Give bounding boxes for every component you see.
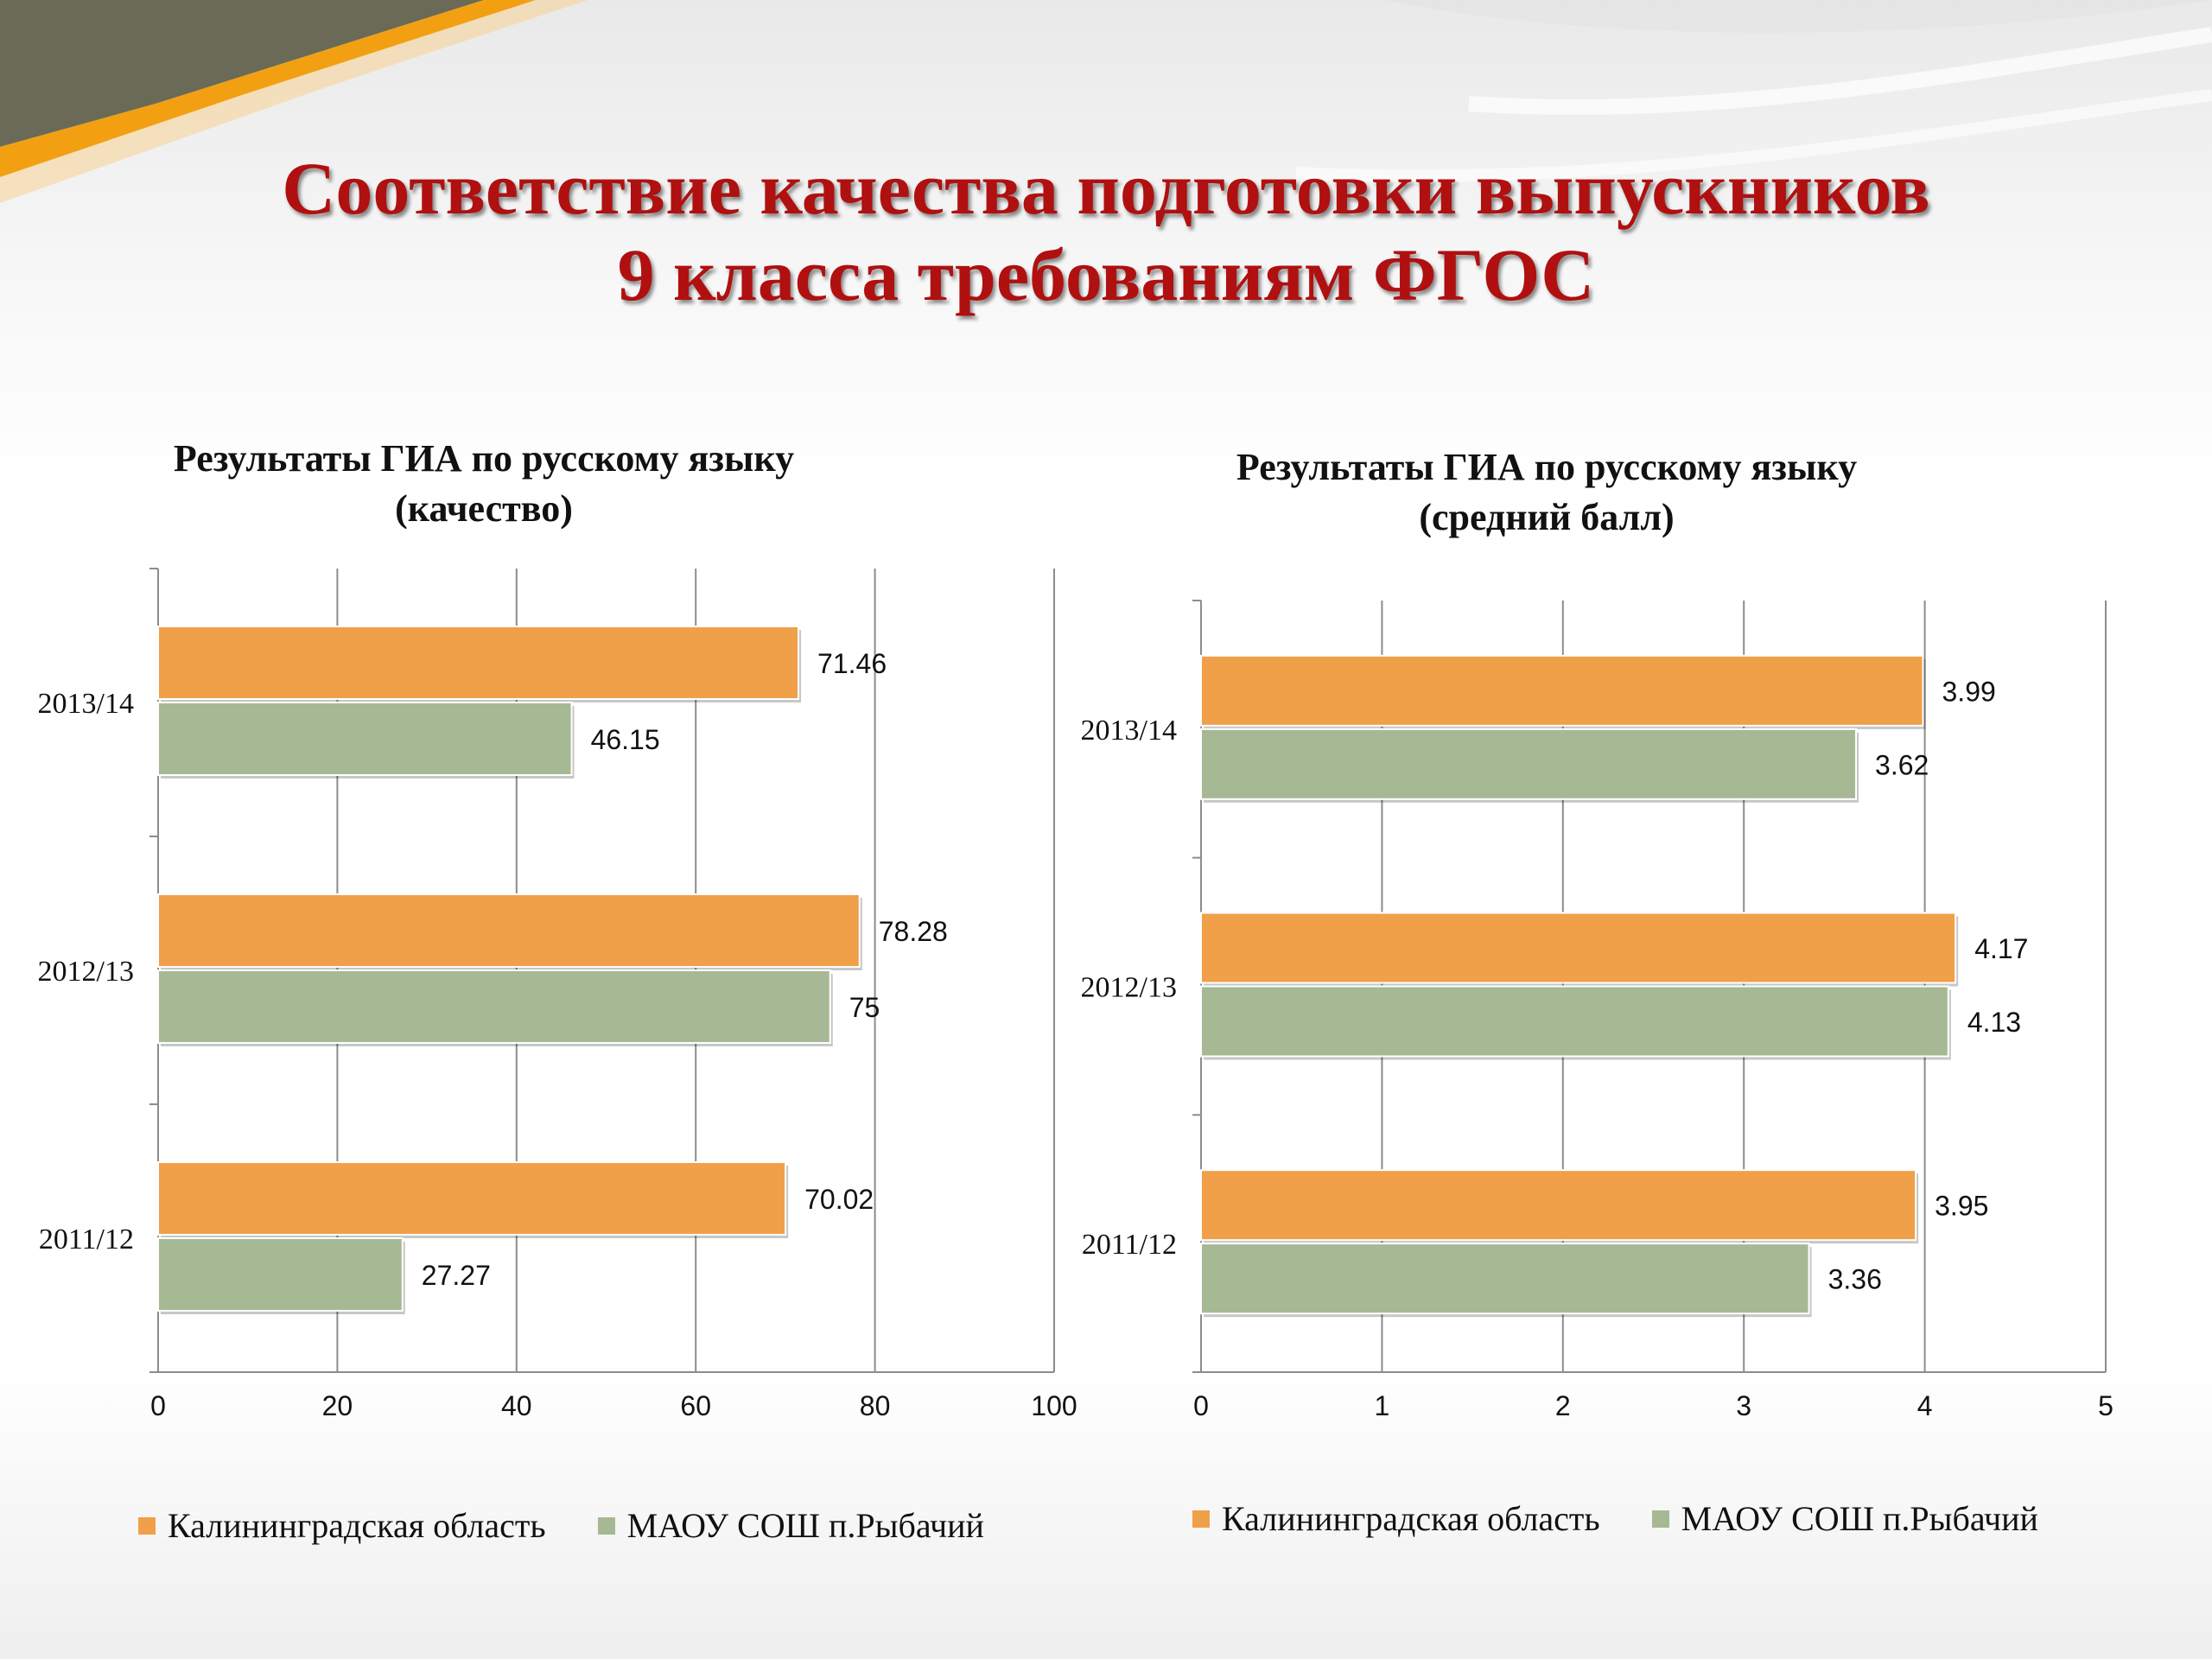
category-label: 2013/14 (1081, 715, 1177, 747)
chart-1-legend: Калининградская область МАОУ СОШ п.Рыбач… (138, 1505, 1027, 1546)
x-tick-label: 4 (1917, 1390, 1933, 1421)
x-tick-label: 2 (1555, 1390, 1571, 1421)
bar (1201, 913, 1955, 983)
legend-swatch-green (598, 1517, 615, 1535)
legend-swatch-orange (138, 1517, 156, 1535)
legend-label: Калининградская область (1222, 1499, 1600, 1538)
legend-label: МАОУ СОШ п.Рыбачий (627, 1506, 984, 1545)
x-tick-label: 1 (1375, 1390, 1390, 1421)
data-label: 3.99 (1942, 676, 1996, 707)
x-tick-label: 3 (1736, 1390, 1751, 1421)
data-label: 3.95 (1935, 1191, 1988, 1222)
bar (1201, 987, 1948, 1057)
x-tick-label: 5 (2098, 1390, 2113, 1421)
legend-item-region: Калининградская область (1192, 1498, 1600, 1539)
bar (1201, 729, 1856, 799)
chart-2-legend: Калининградская область МАОУ СОШ п.Рыбач… (1192, 1498, 2082, 1539)
data-label: 4.17 (1974, 933, 2028, 964)
legend-label: Калининградская область (168, 1506, 546, 1545)
legend-swatch-green (1652, 1510, 1669, 1528)
category-label: 2012/13 (1081, 972, 1177, 1004)
bar (1201, 1243, 1809, 1313)
legend-label: МАОУ СОШ п.Рыбачий (1681, 1499, 2038, 1538)
legend-item-school: МАОУ СОШ п.Рыбачий (598, 1505, 984, 1546)
legend-swatch-orange (1192, 1510, 1210, 1528)
bar (1201, 656, 1923, 726)
bar (1201, 1170, 1916, 1240)
category-label: 2011/12 (1082, 1229, 1177, 1261)
legend-item-region: Калининградская область (138, 1505, 546, 1546)
data-label: 4.13 (1967, 1007, 2021, 1038)
data-label: 3.62 (1875, 749, 1929, 780)
x-tick-label: 0 (1193, 1390, 1209, 1421)
data-label: 3.36 (1828, 1264, 1882, 1295)
legend-item-school: МАОУ СОШ п.Рыбачий (1652, 1498, 2038, 1539)
